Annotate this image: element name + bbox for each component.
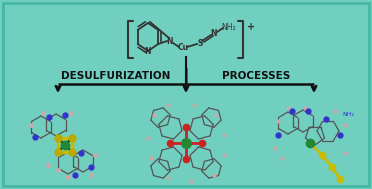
Text: N: N: [167, 37, 173, 46]
Text: NH₂: NH₂: [222, 22, 236, 32]
Text: DESULFURIZATION: DESULFURIZATION: [61, 71, 171, 81]
Text: +: +: [247, 22, 255, 32]
Text: PROCESSES: PROCESSES: [222, 71, 290, 81]
Text: S: S: [197, 39, 203, 47]
Text: N: N: [145, 47, 151, 57]
Text: NH₂: NH₂: [342, 112, 354, 118]
Text: |: |: [183, 68, 189, 84]
Text: N: N: [211, 29, 217, 37]
Text: Cu: Cu: [177, 43, 189, 53]
